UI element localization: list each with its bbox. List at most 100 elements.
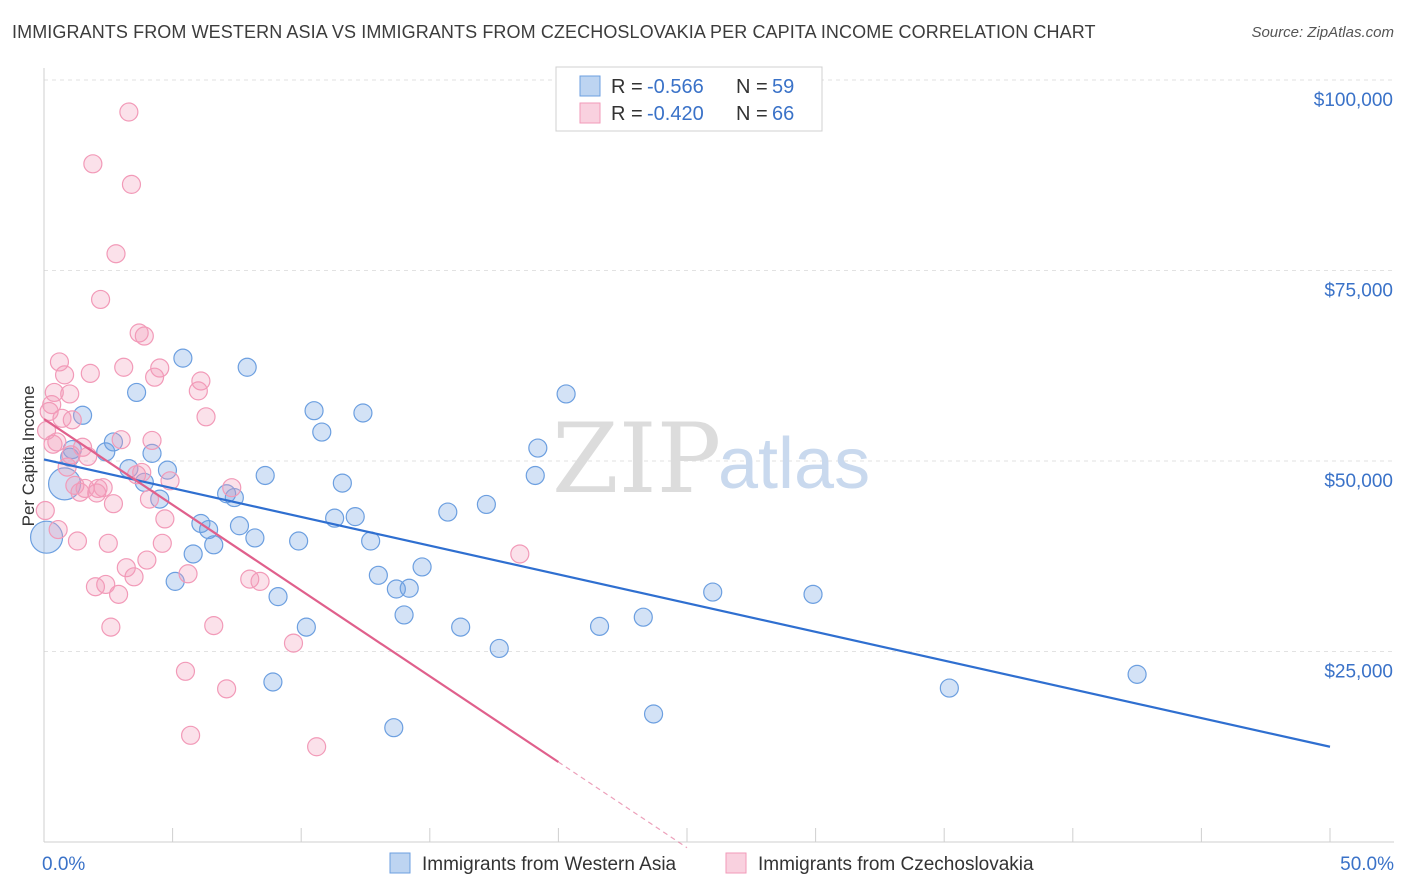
legend-n-label: N = bbox=[736, 76, 768, 98]
data-point bbox=[175, 661, 196, 681]
data-point bbox=[160, 471, 180, 491]
data-point bbox=[939, 678, 959, 698]
data-point bbox=[134, 326, 154, 346]
trend-line-czechoslovakia bbox=[43, 418, 560, 763]
data-point bbox=[152, 533, 172, 553]
legend-n-value: 59 bbox=[772, 76, 794, 98]
data-point bbox=[476, 494, 496, 515]
data-point bbox=[255, 465, 275, 486]
data-point bbox=[556, 384, 576, 404]
legend-r-value: -0.420 bbox=[647, 103, 704, 125]
data-point bbox=[229, 516, 250, 536]
y-tick-label: $100,000 bbox=[1314, 90, 1393, 111]
trend-line-extension bbox=[558, 761, 688, 849]
series-western-asia bbox=[29, 348, 1147, 738]
data-point bbox=[48, 519, 68, 540]
legend-series-name: Immigrants from Czechoslovakia bbox=[758, 854, 1034, 875]
trend-layer bbox=[43, 418, 1331, 849]
series-legend: Immigrants from Western Asia Immigrants f… bbox=[389, 852, 1034, 875]
trend-line-western-asia bbox=[43, 458, 1331, 748]
data-point bbox=[101, 617, 121, 637]
data-point bbox=[96, 574, 116, 595]
data-point bbox=[312, 422, 332, 442]
data-point bbox=[61, 445, 81, 465]
data-point bbox=[90, 289, 111, 310]
data-point bbox=[296, 617, 316, 637]
stats-legend: R = -0.566 N = 59 R = -0.420 N = 66 bbox=[555, 66, 823, 132]
data-point bbox=[345, 507, 365, 527]
data-point bbox=[72, 405, 93, 425]
data-point bbox=[103, 432, 124, 452]
data-point bbox=[589, 616, 610, 636]
legend-n-value: 66 bbox=[772, 103, 794, 125]
data-point bbox=[83, 154, 103, 174]
data-point bbox=[54, 365, 75, 385]
data-point bbox=[204, 535, 224, 555]
data-point bbox=[42, 395, 62, 415]
data-point bbox=[510, 544, 530, 564]
y-tick-label: $75,000 bbox=[1324, 281, 1393, 302]
data-point bbox=[204, 615, 224, 636]
x-tick-labels: 0.0% 50.0% bbox=[42, 854, 1394, 875]
data-point bbox=[412, 557, 432, 577]
data-point bbox=[67, 531, 88, 551]
legend-n-label: N = bbox=[736, 103, 768, 125]
data-point bbox=[80, 363, 100, 383]
data-point bbox=[124, 567, 144, 587]
data-point bbox=[70, 482, 90, 502]
data-point bbox=[353, 403, 373, 423]
data-point bbox=[289, 531, 309, 551]
data-point bbox=[98, 533, 118, 553]
data-point bbox=[121, 174, 142, 194]
legend-r-label: R = bbox=[611, 103, 643, 125]
data-point bbox=[47, 467, 82, 501]
data-point bbox=[173, 348, 193, 368]
data-point bbox=[803, 584, 823, 604]
watermark: ZIP atlas bbox=[552, 403, 870, 515]
watermark-atlas: atlas bbox=[718, 424, 870, 504]
data-point bbox=[111, 430, 131, 450]
data-point bbox=[44, 382, 64, 403]
data-point bbox=[35, 500, 55, 521]
legend-series-name: Immigrants from Western Asia bbox=[422, 854, 677, 875]
source-text: Source: ZipAtlas.com bbox=[1251, 24, 1394, 41]
legend-swatch bbox=[725, 852, 747, 874]
data-point bbox=[108, 584, 129, 604]
data-point bbox=[106, 244, 126, 264]
data-point bbox=[87, 483, 107, 503]
data-point bbox=[451, 617, 471, 637]
data-point bbox=[703, 582, 723, 602]
data-point bbox=[129, 323, 149, 343]
data-point bbox=[304, 401, 324, 421]
y-axis-label: Per Capita Income bbox=[19, 386, 38, 527]
data-point bbox=[245, 528, 265, 548]
data-point bbox=[52, 408, 72, 428]
data-point bbox=[633, 607, 653, 627]
legend-swatch bbox=[579, 102, 601, 124]
data-point bbox=[178, 564, 198, 584]
data-point bbox=[250, 571, 270, 591]
data-point bbox=[283, 633, 304, 653]
data-point bbox=[126, 382, 147, 403]
data-point bbox=[78, 446, 98, 467]
data-point bbox=[93, 478, 113, 498]
data-point bbox=[332, 473, 352, 493]
data-point bbox=[155, 509, 175, 529]
y-tick-label: $25,000 bbox=[1324, 662, 1393, 683]
data-point bbox=[263, 672, 283, 692]
data-point bbox=[103, 494, 124, 514]
x-tick-label: 0.0% bbox=[42, 854, 85, 875]
data-point bbox=[150, 358, 170, 378]
data-point bbox=[150, 489, 170, 509]
data-point bbox=[217, 679, 237, 699]
data-point bbox=[60, 384, 80, 404]
data-point bbox=[438, 502, 458, 522]
data-point bbox=[384, 718, 404, 738]
data-point bbox=[183, 544, 203, 564]
data-point bbox=[394, 605, 414, 625]
legend-swatch bbox=[389, 852, 411, 874]
y-tick-label: $50,000 bbox=[1324, 471, 1393, 492]
x-tick-label: 50.0% bbox=[1340, 854, 1394, 875]
y-tick-labels: $25,000 $50,000 $75,000 $100,000 bbox=[1314, 90, 1393, 683]
